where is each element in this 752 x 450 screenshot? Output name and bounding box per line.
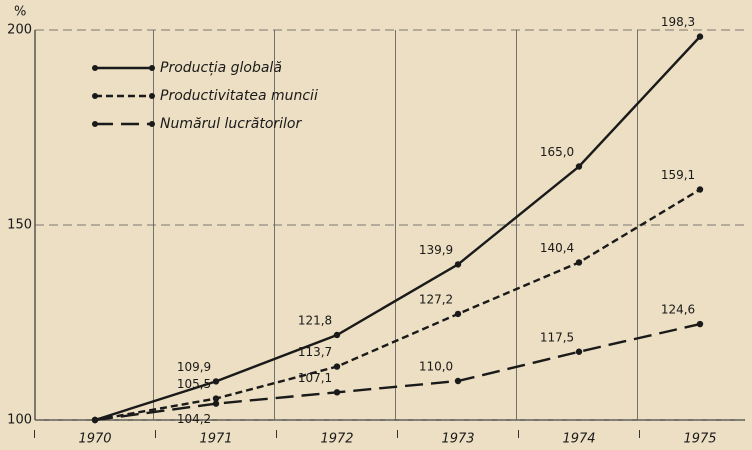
data-point [333, 389, 341, 396]
data-point [454, 377, 462, 385]
data-label: 113,7 [298, 345, 332, 359]
data-label: 107,1 [298, 371, 332, 385]
data-point [333, 331, 341, 339]
data-point [454, 310, 462, 318]
series-line [94, 35, 701, 422]
data-label: 104,2 [177, 412, 211, 426]
data-point [212, 400, 220, 407]
data-point [333, 363, 341, 370]
data-point [696, 320, 704, 328]
data-label: 110,0 [419, 360, 453, 374]
data-point [575, 163, 583, 170]
x-tick-label: 1971 [199, 432, 232, 447]
legend-dot [149, 65, 155, 71]
data-point [454, 261, 462, 268]
data-label: 109,9 [177, 360, 211, 374]
data-point [696, 33, 704, 40]
data-label: 105,5 [177, 377, 211, 391]
data-label: 139,9 [419, 243, 453, 257]
x-tick-label: 1974 [562, 432, 595, 447]
x-tick-label: 1972 [320, 432, 353, 447]
x-tick-label: 1975 [683, 432, 716, 447]
legend-label: Productivitatea muncii [160, 88, 318, 104]
data-point [212, 378, 220, 385]
legend-dot [92, 65, 98, 71]
y-axis-label: % [14, 5, 26, 20]
data-label: 121,8 [298, 313, 332, 327]
series-line [94, 188, 701, 422]
legend-label: Numărul lucrătorilor [160, 116, 302, 132]
legend-dot [149, 93, 155, 99]
y-tick-label: 100 [7, 413, 32, 428]
y-tick-label: 200 [7, 23, 32, 38]
legend-dot [92, 93, 98, 99]
x-tick-label: 1970 [78, 432, 111, 447]
series-line [94, 322, 701, 422]
data-point [696, 186, 704, 193]
data-label: 165,0 [540, 145, 574, 159]
y-tick-label: 150 [7, 218, 32, 233]
data-point [91, 416, 99, 424]
data-label: 127,2 [419, 292, 453, 306]
data-label: 198,3 [661, 15, 695, 29]
data-label: 159,1 [661, 168, 695, 182]
legend-dot [92, 121, 98, 127]
data-label: 124,6 [661, 303, 695, 317]
legend-dot [149, 121, 155, 127]
data-point [212, 395, 220, 402]
x-tick-label: 1973 [441, 432, 474, 447]
data-label: 117,5 [540, 330, 574, 344]
data-point [575, 259, 583, 266]
legend-label: Producția globală [160, 60, 282, 76]
data-label: 140,4 [540, 241, 574, 255]
data-point [575, 348, 583, 355]
